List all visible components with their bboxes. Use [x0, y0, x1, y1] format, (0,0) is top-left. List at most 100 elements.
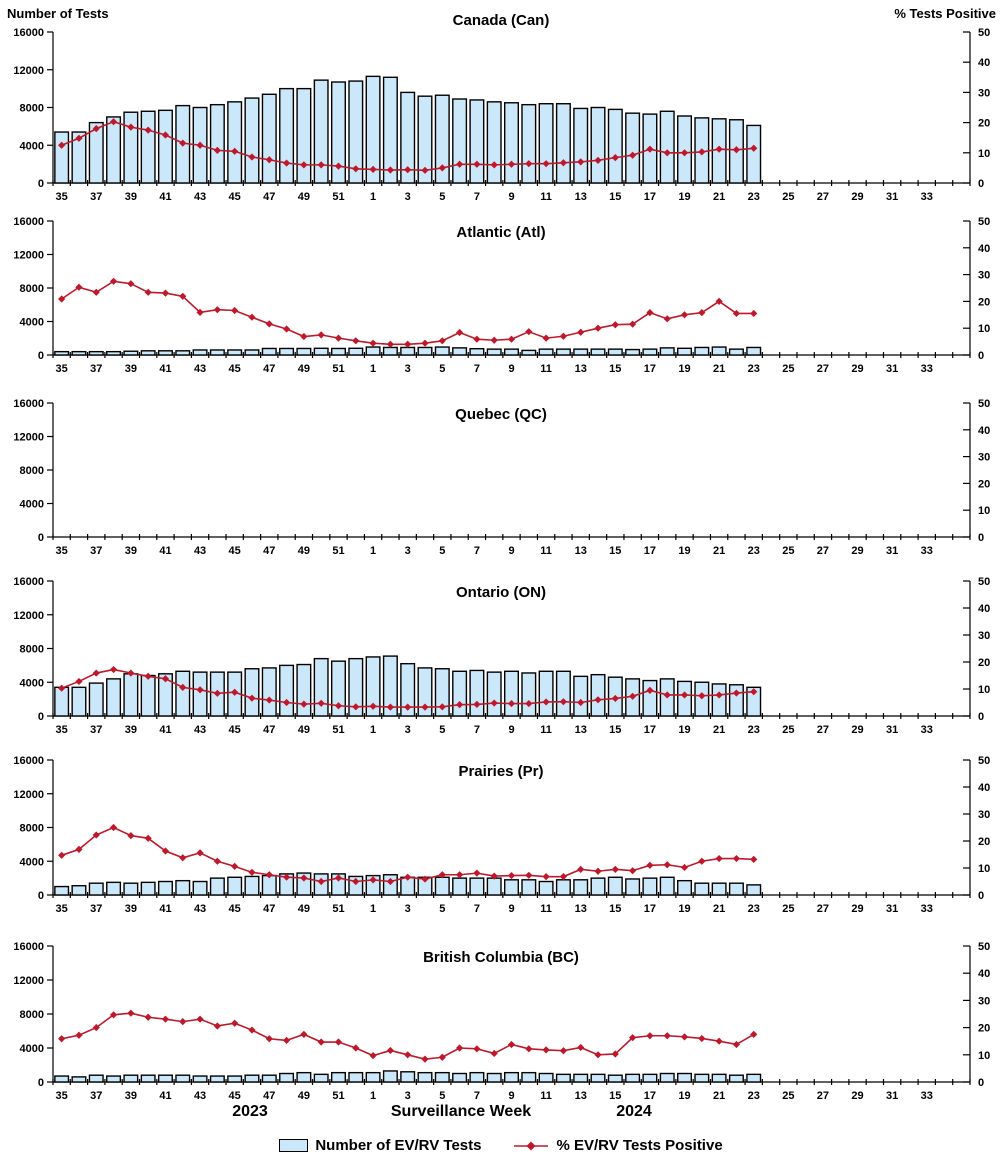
x-tick-label: 27: [817, 903, 829, 915]
marker-week-17: [646, 145, 654, 153]
bar-week-19: [677, 1072, 693, 1083]
marker-week-10: [525, 871, 533, 879]
legend-bars-label: Number of EV/RV Tests: [315, 1137, 482, 1154]
right-tick-label: 30: [978, 809, 990, 821]
marker-week-41: [161, 1015, 170, 1023]
marker-week-43: [196, 141, 204, 149]
bar-week-47: [261, 93, 277, 184]
right-tick-label: 40: [978, 782, 990, 794]
marker-week-52: [352, 1044, 360, 1052]
marker-week-10: [525, 160, 533, 168]
bar-week-20: [694, 882, 710, 896]
marker-week-9: [507, 871, 516, 880]
bar-week-52: [348, 657, 364, 717]
x-tick-label: 37: [90, 545, 102, 557]
bar-week-13: [573, 675, 589, 717]
x-tick-label: 19: [678, 191, 690, 203]
bar-week-8: [486, 1072, 502, 1083]
marker-week-19: [680, 311, 689, 319]
x-tick-label: 47: [263, 903, 275, 915]
x-tick-label: 49: [298, 545, 310, 557]
x-tick-label: 11: [540, 363, 552, 375]
x-tick-label: 41: [159, 545, 171, 557]
marker-week-38: [109, 665, 118, 674]
marker-week-44: [213, 306, 221, 314]
marker-week-7: [473, 335, 481, 343]
bar-week-51: [330, 1071, 346, 1083]
right-tick-label: 10: [978, 148, 990, 160]
marker-week-5: [438, 871, 446, 879]
x-tick-label: 39: [125, 903, 137, 915]
bar-week-45: [227, 1075, 243, 1083]
x-tick-label: 47: [263, 191, 275, 203]
bar-week-52: [348, 1071, 364, 1083]
bar-week-41: [157, 1074, 173, 1083]
bar-week-36: [71, 1076, 87, 1083]
marker-week-17: [646, 309, 654, 317]
bar-week-3: [400, 346, 416, 356]
bar-week-41: [157, 109, 173, 184]
x-tick-label: 39: [125, 724, 137, 736]
marker-week-48: [282, 1036, 291, 1044]
marker-week-20: [698, 1034, 706, 1043]
x-tick-label: 43: [194, 545, 206, 557]
x-tick-label: 43: [194, 724, 206, 736]
marker-week-5: [438, 164, 446, 172]
x-axis-title: Surveillance Week: [390, 1103, 532, 1120]
x-tick-label: 11: [540, 724, 552, 736]
right-tick-label: 50: [978, 755, 990, 767]
marker-week-1: [369, 165, 377, 174]
bar-week-16: [625, 1073, 641, 1083]
marker-week-11: [542, 1046, 550, 1054]
bar-week-10: [521, 1071, 537, 1083]
marker-week-44: [213, 146, 221, 154]
marker-week-50: [317, 161, 325, 169]
x-tick-label: 3: [405, 363, 411, 375]
bar-week-22: [728, 1074, 744, 1083]
right-tick-label: 0: [978, 711, 984, 723]
x-tick-label: 31: [886, 903, 898, 915]
right-tick-label: 20: [978, 478, 990, 490]
marker-week-3: [404, 340, 412, 348]
marker-week-49: [300, 1030, 308, 1038]
panel-title-quebec: Quebec (QC): [455, 406, 547, 423]
bar-week-19: [677, 680, 693, 717]
left-tick-label: 4000: [20, 499, 44, 511]
marker-week-14: [594, 324, 602, 332]
marker-week-15: [611, 865, 619, 873]
marker-week-36: [75, 1031, 83, 1039]
marker-week-35: [58, 1035, 66, 1043]
marker-week-3: [404, 873, 412, 881]
left-tick-label: 12000: [13, 432, 44, 444]
x-tick-label: 51: [332, 191, 344, 203]
x-tick-label: 33: [921, 191, 933, 203]
bar-week-11: [538, 1072, 554, 1083]
marker-week-8: [490, 699, 498, 707]
marker-week-51: [334, 162, 343, 170]
x-tick-label: 9: [508, 545, 514, 557]
marker-week-36: [75, 134, 83, 142]
x-tick-label: 29: [851, 903, 863, 915]
bar-week-20: [694, 346, 710, 356]
marker-week-46: [248, 153, 256, 161]
bar-week-46: [244, 349, 260, 356]
x-tick-label: 7: [474, 363, 480, 375]
x-tick-label: 5: [439, 724, 445, 736]
marker-week-2: [386, 340, 394, 348]
right-axis-title: % Tests Positive: [894, 6, 996, 21]
marker-week-12: [559, 873, 568, 881]
bar-week-17: [642, 348, 658, 356]
bar-week-40: [140, 350, 156, 356]
bar-week-40: [140, 1074, 156, 1083]
right-tick-label: 30: [978, 87, 990, 99]
right-tick-label: 30: [978, 270, 990, 282]
marker-week-46: [248, 1026, 256, 1034]
x-tick-label: 13: [575, 724, 587, 736]
bar-week-16: [625, 112, 641, 184]
x-tick-label: 35: [56, 724, 68, 736]
marker-week-47: [265, 696, 273, 704]
x-tick-label: 15: [609, 724, 621, 736]
marker-week-20: [698, 857, 706, 865]
bar-week-13: [573, 348, 589, 356]
